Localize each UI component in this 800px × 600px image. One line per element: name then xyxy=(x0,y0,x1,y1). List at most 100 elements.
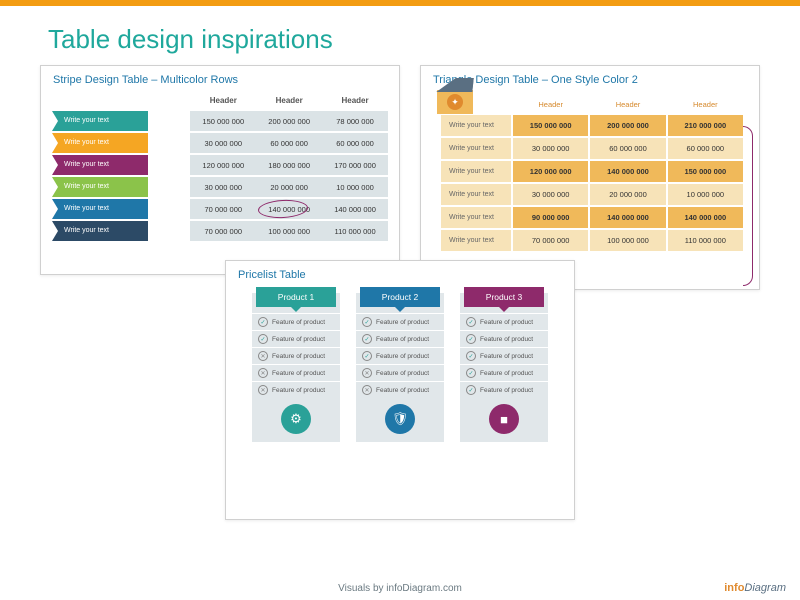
table-cell: 100 000 000 xyxy=(589,229,666,252)
feature-row: ✓Feature of product xyxy=(460,364,548,381)
row-label: Write your text xyxy=(440,229,512,252)
table-cell: 10 000 000 xyxy=(667,183,744,206)
feature-text: Feature of product xyxy=(480,319,533,326)
check-icon: ✓ xyxy=(362,334,372,344)
logo-part1: info xyxy=(724,582,744,594)
table-cell: 30 000 000 xyxy=(512,183,589,206)
table-cell: 140 000 000 xyxy=(589,206,666,229)
footer-text: Visuals by infoDiagram.com xyxy=(0,583,800,594)
feature-row: ✕ Feature of product xyxy=(356,364,444,381)
table-row: Write your text120 000 000140 000 000150… xyxy=(440,160,744,183)
product-foot-icon: 🛡 xyxy=(385,404,415,434)
feature-text: Feature of product xyxy=(376,370,429,377)
triangle-header: Header xyxy=(512,96,589,114)
table-cell: 30 000 000 xyxy=(190,132,256,154)
feature-row: ✓ Feature of product xyxy=(252,313,340,330)
table-cell: 78 000 000 xyxy=(322,110,388,132)
row-label: Write your text xyxy=(440,137,512,160)
product-foot-icon: ⚙ xyxy=(281,404,311,434)
x-icon: ✕ xyxy=(362,368,372,378)
row-label: Write your text xyxy=(440,183,512,206)
check-icon: ✓ xyxy=(466,368,476,378)
table-row: Write your text30 000 00060 000 00060 00… xyxy=(440,137,744,160)
table-row: Write your text30 000 00020 000 00010 00… xyxy=(440,183,744,206)
row-label-ribbon: Write your text xyxy=(52,155,148,175)
check-icon: ✓ xyxy=(258,317,268,327)
feature-text: Feature of product xyxy=(480,336,533,343)
feature-text: Feature of product xyxy=(272,387,325,394)
feature-row: ✓Feature of product xyxy=(356,330,444,347)
check-icon: ✓ xyxy=(362,351,372,361)
price-column: Product 3 ✓ Feature of product ✓ Feature of … xyxy=(460,293,548,442)
stripe-panel: Stripe Design Table – Multicolor Rows He… xyxy=(40,65,400,275)
feature-row: ✕Feature of product xyxy=(252,364,340,381)
row-label: Write your text xyxy=(440,160,512,183)
table-cell: 100 000 000 xyxy=(256,220,322,241)
table-row: Write your text 150 000 000200 000 00078 … xyxy=(52,110,388,132)
feature-text: Feature of product xyxy=(376,353,429,360)
feature-row: ✕Feature of product xyxy=(252,347,340,364)
feature-row: ✓Feature of product xyxy=(460,330,548,347)
feature-row: ✓ Feature of product xyxy=(356,347,444,364)
row-label-ribbon: Write your text xyxy=(52,177,148,197)
table-cell: 70 000 000 xyxy=(190,198,256,220)
table-cell: 60 000 000 xyxy=(589,137,666,160)
row-label: Write your text xyxy=(440,206,512,229)
table-cell: 210 000 000 xyxy=(667,114,744,137)
table-cell: 150 000 000 xyxy=(512,114,589,137)
table-cell: 70 000 000 xyxy=(190,220,256,241)
table-cell: 10 000 000 xyxy=(322,176,388,198)
table-row: Write your text150 000 000200 000 000210… xyxy=(440,114,744,137)
table-row: Write your text30 000 00060 000 00060 00… xyxy=(52,132,388,154)
product-name: Product 2 xyxy=(382,292,418,302)
table-cell: 150 000 000 xyxy=(190,110,256,132)
feature-row: ✓Feature of product xyxy=(356,313,444,330)
table-cell: 60 000 000 xyxy=(667,137,744,160)
table-cell: 110 000 000 xyxy=(322,220,388,241)
check-icon: ✓ xyxy=(466,317,476,327)
check-icon: ✓ xyxy=(466,351,476,361)
triangle-fold-icon: ✦ xyxy=(437,78,477,118)
table-cell: 120 000 000 xyxy=(190,154,256,176)
logo: infoDiagram xyxy=(724,582,786,594)
table-cell: 180 000 000 xyxy=(256,154,322,176)
table-cell: 170 000 000 xyxy=(322,154,388,176)
product-name: Product 3 xyxy=(486,292,522,302)
table-cell: 200 000 000 xyxy=(589,114,666,137)
check-icon: ✓ xyxy=(258,334,268,344)
table-cell: 110 000 000 xyxy=(667,229,744,252)
table-cell: 90 000 000 xyxy=(512,206,589,229)
table-row: Write your text30 000 00020 000 00010 00… xyxy=(52,176,388,198)
bracket-highlight xyxy=(743,126,753,286)
feature-row: ✓ Feature of product xyxy=(252,330,340,347)
table-row: Write your text70 000 000100 000 000110 … xyxy=(440,229,744,252)
x-icon: ✕ xyxy=(258,368,268,378)
table-cell: 60 000 000 xyxy=(256,132,322,154)
row-label-ribbon: Write your text xyxy=(52,221,148,241)
table-cell: 200 000 000 xyxy=(256,110,322,132)
row-label-ribbon: Write your text xyxy=(52,111,148,131)
feature-text: Feature of product xyxy=(480,353,533,360)
stripe-header: Header xyxy=(322,92,388,110)
page-title: Table design inspirations xyxy=(0,6,800,65)
table-cell: 20 000 000 xyxy=(256,176,322,198)
check-icon: ✓ xyxy=(362,317,372,327)
row-label-ribbon: Write your text xyxy=(52,199,148,219)
logo-part2: Diagram xyxy=(744,582,786,594)
table-cell: 30 000 000 xyxy=(512,137,589,160)
table-cell: 140 000 000 xyxy=(589,160,666,183)
stripe-table: HeaderHeaderHeader Write your text150 00… xyxy=(52,92,388,241)
feature-text: Feature of product xyxy=(272,336,325,343)
table-cell: 120 000 000 xyxy=(512,160,589,183)
triangle-panel: Triangle Design Table – One Style Color … xyxy=(420,65,760,290)
table-cell: 70 000 000 xyxy=(512,229,589,252)
feature-row: ✕Feature of product xyxy=(356,381,444,398)
price-column: Product 1✓Feature of product✓Feature of … xyxy=(252,293,340,442)
check-icon: ✓ xyxy=(466,385,476,395)
feature-row: ✓ Feature of product xyxy=(460,313,548,330)
feature-row: ✓Feature of product xyxy=(460,381,548,398)
feature-text: Feature of product xyxy=(272,319,325,326)
table-row: Write your text 70 000 000100 000 000110 … xyxy=(52,220,388,241)
feature-row: ✕Feature of product xyxy=(252,381,340,398)
feature-row: ✓ Feature of product xyxy=(460,347,548,364)
